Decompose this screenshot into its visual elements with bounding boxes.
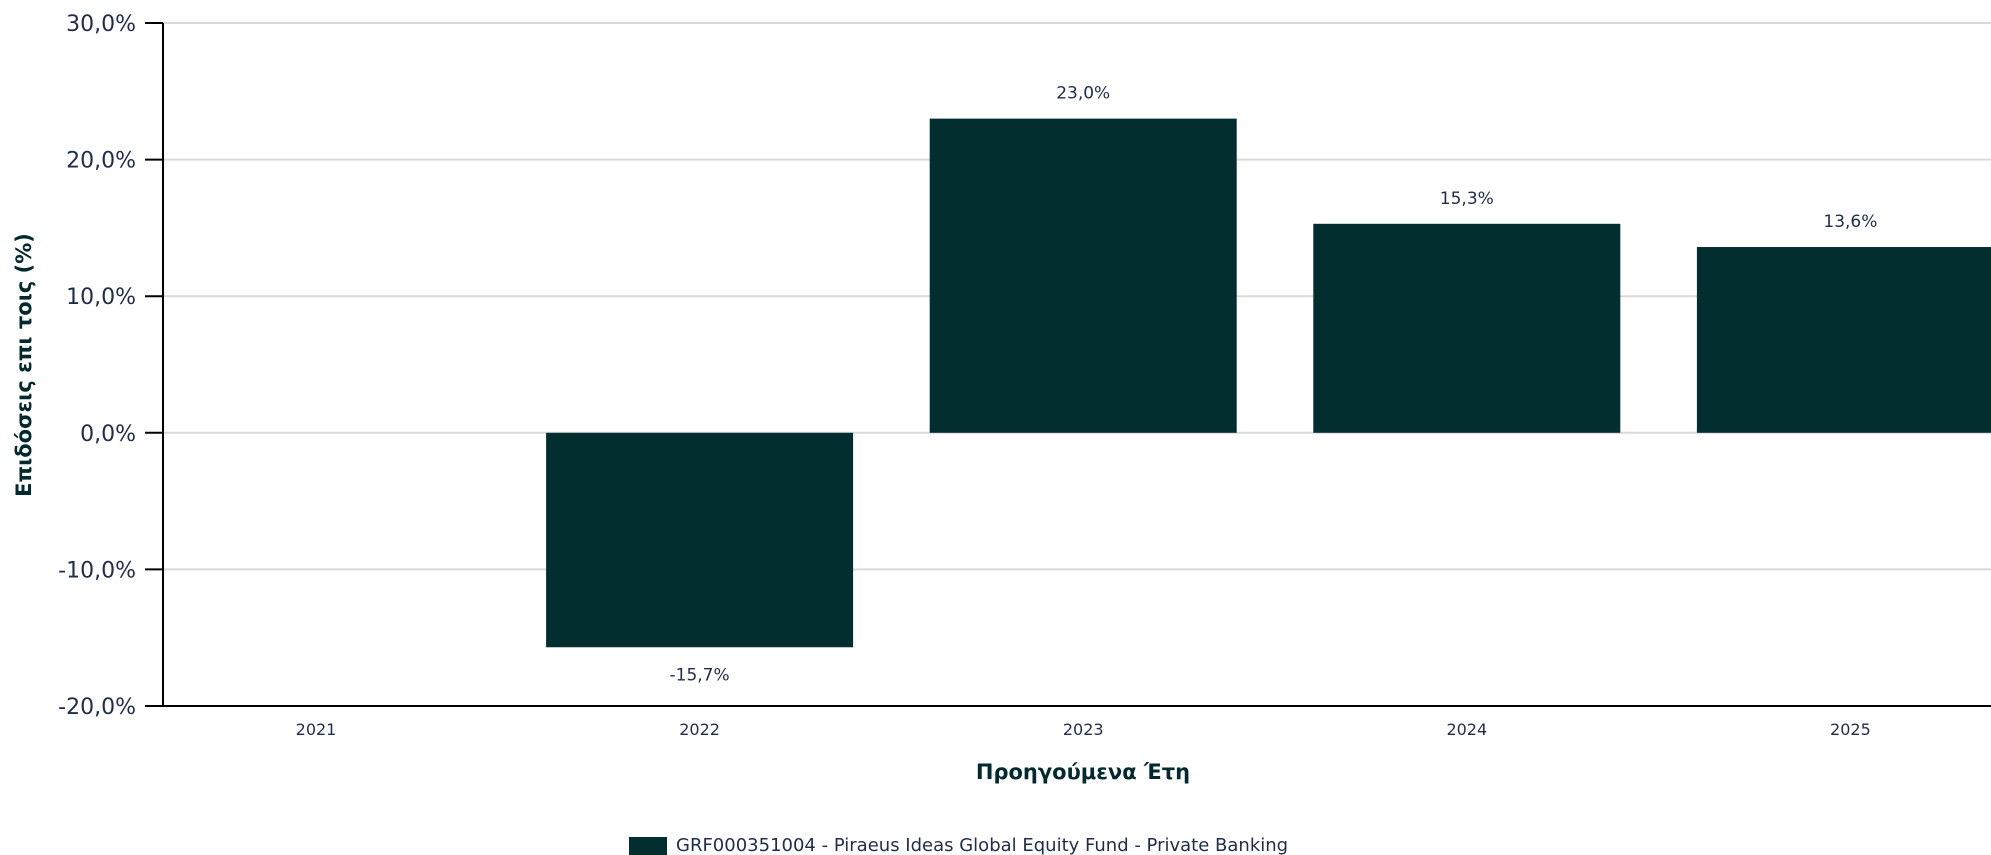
y-axis-title: Επιδόσεις επι τοις (%) xyxy=(12,233,36,497)
x-tick-label: 2022 xyxy=(679,720,720,739)
x-tick-label: 2021 xyxy=(296,720,337,739)
data-label-2022: -15,7% xyxy=(670,665,730,685)
bar-2022[interactable] xyxy=(546,432,854,648)
x-tick-label: 2024 xyxy=(1446,720,1487,739)
legend-swatch xyxy=(629,837,667,855)
y-tick-label: -10,0% xyxy=(58,558,136,583)
legend[interactable]: GRF000351004 - Piraeus Ideas Global Equi… xyxy=(629,835,1288,855)
x-tick-labels: 2021 2022 2023 2024 2025 xyxy=(296,720,1871,739)
y-tick-label: 0,0% xyxy=(80,422,136,447)
x-tick-label: 2023 xyxy=(1063,720,1104,739)
y-tick-label: 10,0% xyxy=(66,285,136,310)
axes xyxy=(162,23,1991,707)
x-axis-title: Προηγούμενα Έτη xyxy=(976,760,1190,784)
bars xyxy=(546,118,1991,648)
bar-2023[interactable] xyxy=(929,118,1237,433)
bar-2025[interactable] xyxy=(1696,247,1991,433)
y-tick-label: -20,0% xyxy=(58,695,136,720)
y-tick-label: 30,0% xyxy=(66,12,136,37)
data-label-2025: 13,6% xyxy=(1823,212,1877,232)
y-tick-label: 20,0% xyxy=(66,149,136,174)
data-label-2024: 15,3% xyxy=(1440,189,1494,209)
legend-label: GRF000351004 - Piraeus Ideas Global Equi… xyxy=(676,835,1288,855)
bar-2024[interactable] xyxy=(1313,223,1621,433)
y-tick-labels: 30,0% 20,0% 10,0% 0,0% -10,0% -20,0% xyxy=(58,12,136,720)
x-tick-label: 2025 xyxy=(1830,720,1871,739)
data-labels: -15,7% 23,0% 15,3% 13,6% xyxy=(670,84,1878,686)
data-label-2023: 23,0% xyxy=(1056,84,1110,104)
